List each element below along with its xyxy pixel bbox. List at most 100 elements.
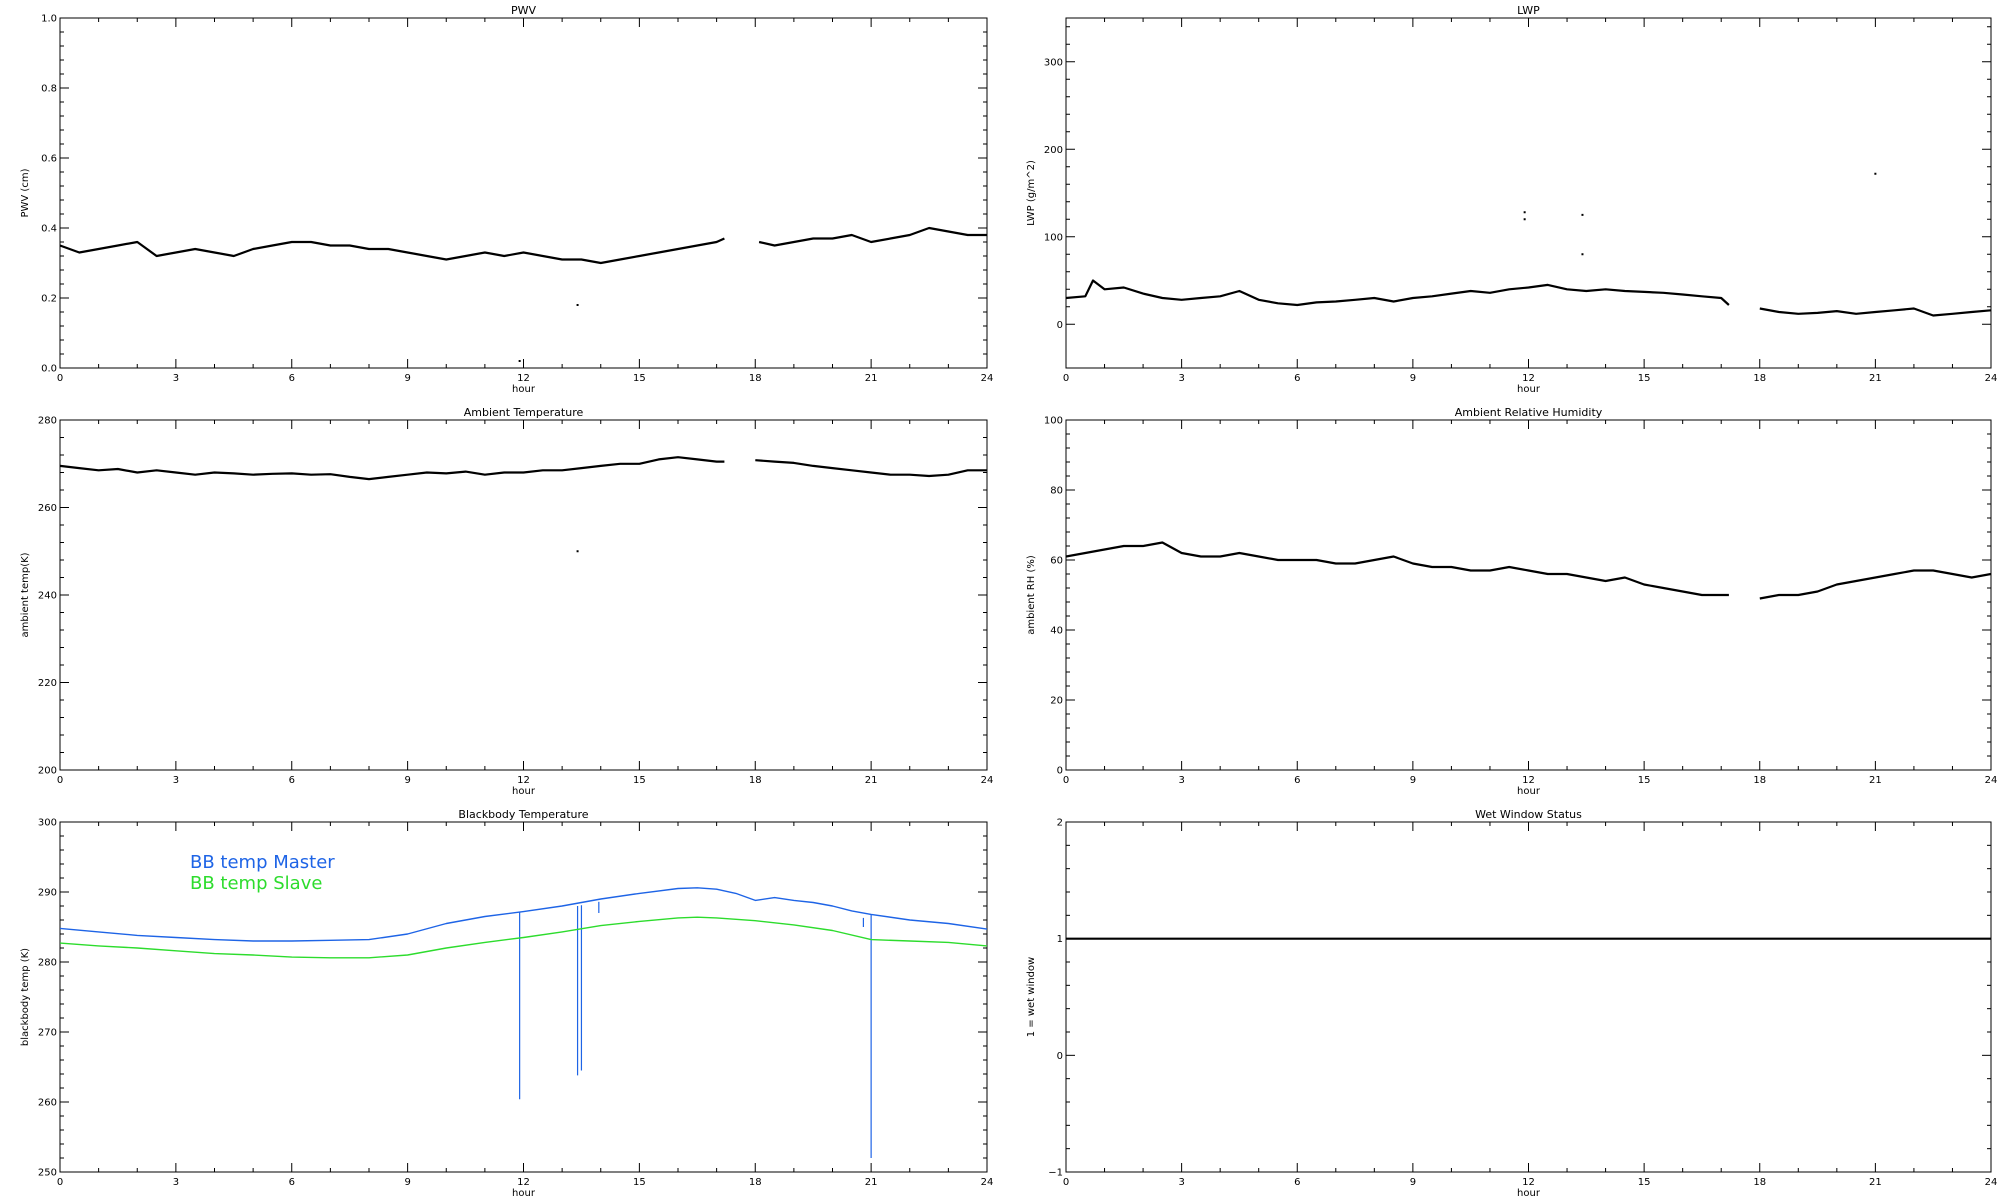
chart-title: LWP <box>1517 4 1540 17</box>
y-axis-label: blackbody temp (K) <box>20 948 31 1046</box>
y-tick-label: 260 <box>38 1098 57 1109</box>
y-tick-label: 0 <box>1057 1051 1063 1062</box>
chart-title: Wet Window Status <box>1475 808 1582 821</box>
outlier-point <box>1523 218 1526 221</box>
y-tick-label: 300 <box>38 818 57 829</box>
chart-title: Ambient Temperature <box>464 406 584 419</box>
plot-frame <box>59 17 988 369</box>
plot-frame <box>1065 821 1992 1173</box>
x-tick-label: 21 <box>865 373 878 384</box>
y-tick-label: 1.0 <box>41 14 57 25</box>
y-tick-label: 0 <box>1057 766 1063 777</box>
x-tick-label: 9 <box>1410 373 1416 384</box>
y-tick-label: 40 <box>1050 626 1063 637</box>
x-tick-label: 18 <box>749 775 762 786</box>
x-tick-label: 18 <box>1753 775 1766 786</box>
x-axis-label: hour <box>512 1188 536 1199</box>
y-tick-label: 220 <box>38 678 57 689</box>
outlier-point <box>1581 253 1584 256</box>
plot-data <box>60 456 987 553</box>
y-axis-label: PWV (cm) <box>20 168 31 217</box>
series-line-data <box>60 456 725 481</box>
y-tick-label: 200 <box>1044 145 1063 156</box>
x-tick-label: 15 <box>1638 1177 1651 1188</box>
x-tick-label: 12 <box>517 1177 530 1188</box>
x-tick-label: 6 <box>289 775 295 786</box>
x-tick-label: 3 <box>1178 1177 1184 1188</box>
y-tick-label: 0 <box>1057 320 1063 331</box>
x-tick-label: 9 <box>404 373 410 384</box>
y-tick-label: 280 <box>38 958 57 969</box>
x-tick-label: 15 <box>1638 373 1651 384</box>
plot-frame <box>1065 419 1992 771</box>
x-tick-label: 18 <box>1753 373 1766 384</box>
x-tick-label: 12 <box>517 373 530 384</box>
chart-blackbody-temperature: Blackbody Temperature 0 3 6 9 12 15 18 21 24 hour 2… <box>20 808 993 1199</box>
x-tick-label: 6 <box>1294 373 1300 384</box>
legend-entry-bb-temp-slave: BB temp Slave <box>190 873 322 894</box>
series-line-data <box>60 237 725 265</box>
chart-lwp: LWP 0 3 6 9 12 15 18 21 24 hour 0 100 200 300 LWP (g/m^… <box>1026 4 1997 395</box>
y-tick-label: 0.8 <box>41 84 57 95</box>
x-tick-label: 15 <box>1638 775 1651 786</box>
series-line-data <box>758 226 987 247</box>
x-tick-label: 0 <box>1063 775 1069 786</box>
x-tick-label: 24 <box>981 373 994 384</box>
plot-data <box>1066 541 1991 600</box>
chart-title: PWV <box>511 4 537 17</box>
y-tick-label: 0.2 <box>41 294 57 305</box>
outlier-point <box>1581 213 1584 216</box>
x-tick-label: 3 <box>1178 373 1184 384</box>
y-tick-label: 0.0 <box>41 364 57 375</box>
y-tick-label: 250 <box>38 1168 57 1179</box>
outlier-point <box>1523 211 1526 214</box>
x-tick-label: 24 <box>1985 775 1998 786</box>
y-tick-label: 20 <box>1050 696 1063 707</box>
y-tick-label: 240 <box>38 591 57 602</box>
x-tick-label: 12 <box>1522 373 1535 384</box>
outlier-point <box>1874 172 1877 175</box>
x-tick-label: 3 <box>173 1177 179 1188</box>
x-tick-label: 9 <box>404 775 410 786</box>
series-line-data <box>1066 541 1729 597</box>
outlier-point <box>576 550 579 553</box>
y-tick-label: 290 <box>38 888 57 899</box>
x-tick-label: 3 <box>1178 775 1184 786</box>
y-axis-label: ambient temp(K) <box>20 552 31 637</box>
y-tick-label: 0.6 <box>41 154 57 165</box>
x-tick-label: 9 <box>1410 1177 1416 1188</box>
x-tick-label: 12 <box>1522 1177 1535 1188</box>
x-tick-label: 18 <box>749 1177 762 1188</box>
x-tick-label: 21 <box>865 1177 878 1188</box>
x-tick-label: 6 <box>289 1177 295 1188</box>
x-tick-label: 0 <box>57 1177 63 1188</box>
x-tick-label: 15 <box>633 775 646 786</box>
y-tick-label: −1 <box>1048 1168 1063 1179</box>
x-tick-label: 0 <box>57 775 63 786</box>
chart-title: Blackbody Temperature <box>458 808 588 821</box>
x-tick-label: 0 <box>1063 373 1069 384</box>
outlier-point <box>576 304 579 306</box>
y-tick-label: 100 <box>1044 416 1063 427</box>
x-tick-label: 6 <box>289 373 295 384</box>
x-axis-label: hour <box>512 786 536 797</box>
y-tick-label: 1 <box>1057 934 1063 945</box>
y-axis-label: 1 = wet window <box>1026 957 1037 1037</box>
legend-entry-bb-temp-master: BB temp Master <box>190 852 335 873</box>
x-tick-label: 21 <box>1869 1177 1882 1188</box>
x-tick-label: 12 <box>517 775 530 786</box>
x-tick-label: 9 <box>1410 775 1416 786</box>
y-tick-label: 300 <box>1044 57 1063 68</box>
x-tick-label: 24 <box>981 1177 994 1188</box>
y-axis-label: ambient RH (%) <box>1026 555 1037 635</box>
x-tick-label: 0 <box>57 373 63 384</box>
x-tick-label: 24 <box>981 775 994 786</box>
y-tick-label: 270 <box>38 1028 57 1039</box>
series-line-data <box>1066 279 1730 307</box>
plot-data <box>1066 172 1991 317</box>
x-tick-label: 6 <box>1294 1177 1300 1188</box>
chart-pwv: PWV 0 3 6 9 12 15 18 21 24 hour 0.0 0.2 0.4 0.6 0.8 1.0 P… <box>20 4 993 395</box>
y-tick-label: 60 <box>1050 556 1063 567</box>
plot-data <box>60 226 987 362</box>
